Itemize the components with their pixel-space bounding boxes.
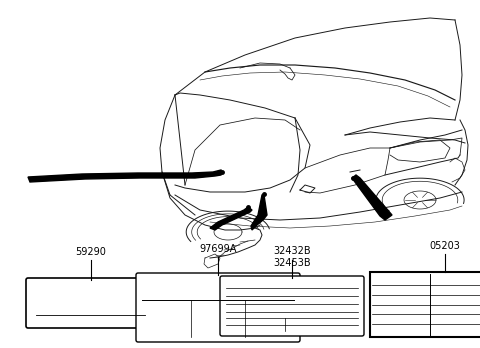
FancyBboxPatch shape bbox=[220, 276, 364, 336]
Text: 59290: 59290 bbox=[75, 247, 106, 257]
Text: 05203: 05203 bbox=[430, 241, 460, 251]
Polygon shape bbox=[251, 195, 267, 230]
Polygon shape bbox=[210, 207, 252, 230]
Text: 32432B: 32432B bbox=[273, 246, 311, 256]
Polygon shape bbox=[352, 175, 392, 220]
Text: 97699A: 97699A bbox=[199, 244, 237, 254]
Text: 32453B: 32453B bbox=[273, 258, 311, 268]
Polygon shape bbox=[28, 170, 222, 182]
FancyBboxPatch shape bbox=[136, 273, 300, 342]
FancyBboxPatch shape bbox=[26, 278, 155, 328]
Bar bbox=[370, 272, 480, 337]
